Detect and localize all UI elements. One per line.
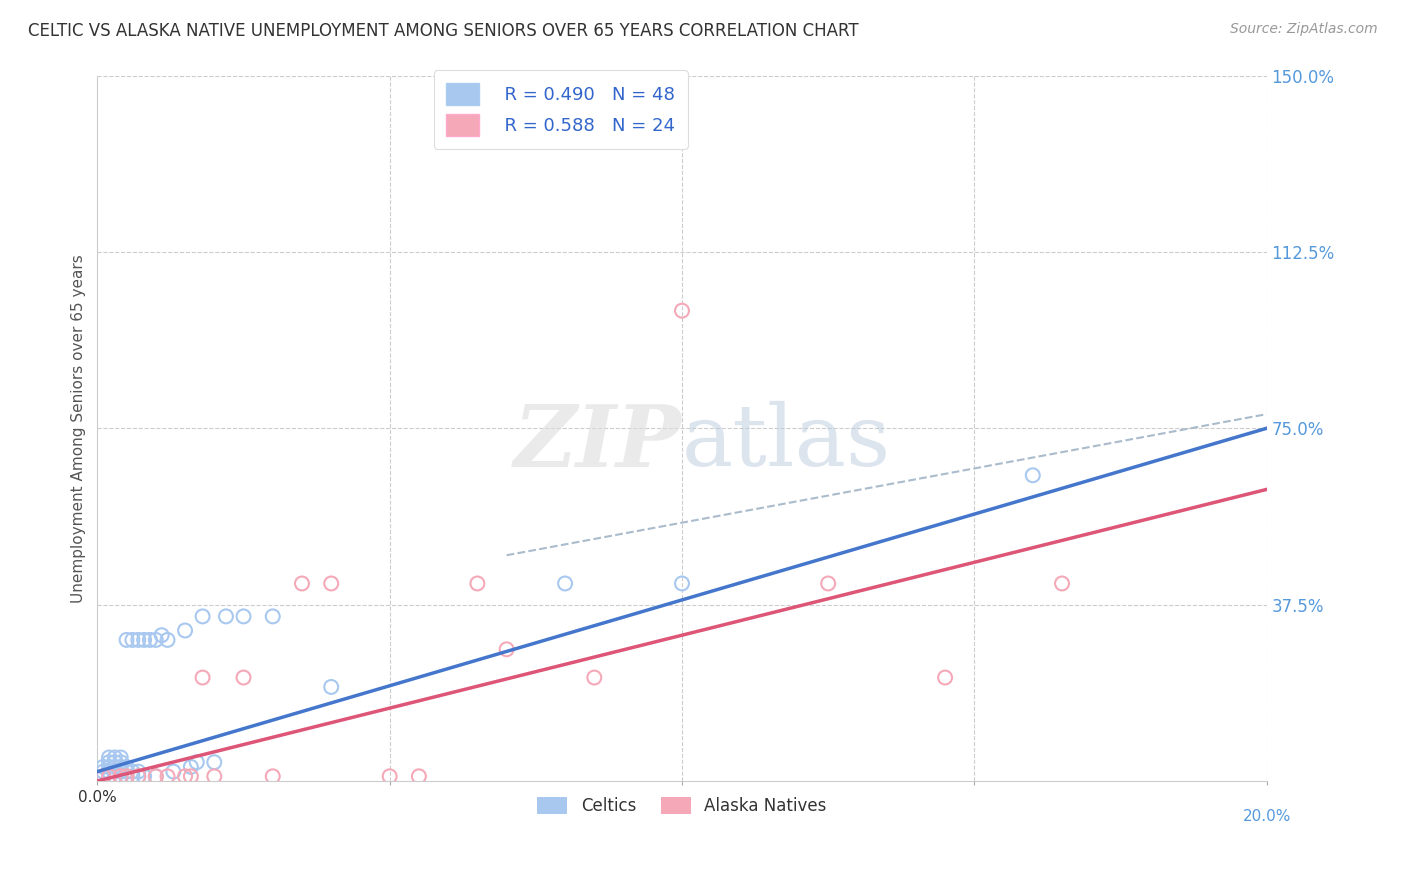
Point <box>145 632 167 647</box>
Point <box>127 764 149 779</box>
Point <box>817 576 839 591</box>
Point <box>495 642 517 657</box>
Text: ZIP: ZIP <box>515 401 682 484</box>
Point <box>191 609 214 624</box>
Point <box>104 755 127 769</box>
Point <box>121 764 143 779</box>
Point <box>671 576 693 591</box>
Point <box>145 769 167 783</box>
Point <box>180 760 202 774</box>
Point <box>191 671 214 685</box>
Point <box>186 755 208 769</box>
Point <box>104 764 127 779</box>
Point <box>232 671 254 685</box>
Legend: Celtics, Alaska Natives: Celtics, Alaska Natives <box>530 790 834 822</box>
Point <box>110 750 132 764</box>
Point <box>104 750 127 764</box>
Point <box>110 764 132 779</box>
Point <box>91 760 114 774</box>
Point <box>262 769 284 783</box>
Point <box>321 576 343 591</box>
Point <box>98 764 121 779</box>
Text: CELTIC VS ALASKA NATIVE UNEMPLOYMENT AMONG SENIORS OVER 65 YEARS CORRELATION CHA: CELTIC VS ALASKA NATIVE UNEMPLOYMENT AMO… <box>28 22 859 40</box>
Point <box>1050 576 1073 591</box>
Point <box>91 769 114 783</box>
Point <box>91 769 114 783</box>
Point <box>121 632 143 647</box>
Point <box>321 680 343 694</box>
Point <box>98 769 121 783</box>
Text: 20.0%: 20.0% <box>1243 809 1291 824</box>
Point <box>110 755 132 769</box>
Point <box>156 632 179 647</box>
Point <box>150 628 173 642</box>
Point <box>115 764 138 779</box>
Point <box>1022 468 1045 483</box>
Point <box>162 764 184 779</box>
Point <box>156 769 179 783</box>
Point <box>202 769 225 783</box>
Point <box>127 632 149 647</box>
Point <box>174 624 197 638</box>
Point <box>110 769 132 783</box>
Point <box>291 576 314 591</box>
Point <box>115 632 138 647</box>
Point <box>934 671 956 685</box>
Point <box>127 769 149 783</box>
Point <box>202 755 225 769</box>
Point <box>115 769 138 783</box>
Point <box>121 769 143 783</box>
Point <box>139 632 162 647</box>
Point <box>408 769 430 783</box>
Point <box>98 769 121 783</box>
Point <box>110 760 132 774</box>
Point <box>174 769 197 783</box>
Point <box>98 755 121 769</box>
Point <box>104 760 127 774</box>
Point <box>671 303 693 318</box>
Point <box>180 769 202 783</box>
Text: atlas: atlas <box>682 401 891 484</box>
Point <box>115 760 138 774</box>
Point <box>134 769 156 783</box>
Point <box>145 769 167 783</box>
Point <box>110 769 132 783</box>
Point <box>554 576 576 591</box>
Point <box>134 632 156 647</box>
Point <box>215 609 238 624</box>
Text: Source: ZipAtlas.com: Source: ZipAtlas.com <box>1230 22 1378 37</box>
Point <box>262 609 284 624</box>
Point <box>104 769 127 783</box>
Point <box>583 671 606 685</box>
Point <box>98 760 121 774</box>
Point <box>127 769 149 783</box>
Y-axis label: Unemployment Among Seniors over 65 years: Unemployment Among Seniors over 65 years <box>72 254 86 603</box>
Point <box>232 609 254 624</box>
Point <box>98 750 121 764</box>
Point <box>115 769 138 783</box>
Point <box>91 764 114 779</box>
Point <box>378 769 401 783</box>
Point <box>467 576 489 591</box>
